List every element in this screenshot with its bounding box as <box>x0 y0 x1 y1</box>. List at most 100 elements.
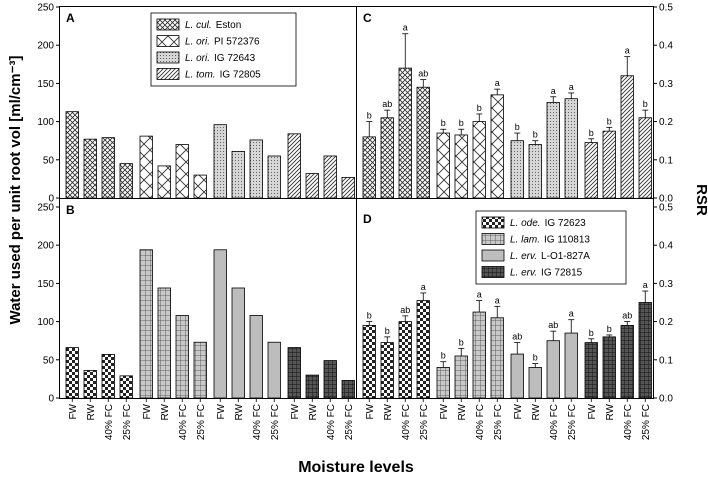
significance-letter: ab <box>382 99 392 109</box>
legend-label: IG 72805 <box>220 70 262 81</box>
legend-label: IG 72815 <box>541 268 583 279</box>
legend-label: PI 572376 <box>214 37 260 48</box>
y-tick-label: 250 <box>37 3 54 14</box>
significance-letter: ab <box>548 320 558 330</box>
x-tick-label: RW <box>234 403 245 420</box>
x-tick-label: 40% FC <box>178 404 189 440</box>
y-tick-label: 0.5 <box>659 3 673 14</box>
bar <box>510 353 524 399</box>
x-tick-label: 25% FC <box>122 404 133 440</box>
x-tick-label: 40% FC <box>104 404 115 440</box>
bar <box>564 98 578 199</box>
bar <box>83 370 97 399</box>
bar <box>287 133 301 199</box>
bar <box>119 375 133 399</box>
x-tick-label: RW <box>605 403 616 420</box>
x-tick-label: RW <box>160 403 171 420</box>
x-tick-label: FW <box>439 403 450 419</box>
significance-letter: b <box>477 103 482 113</box>
panel-letter-b: B <box>66 203 75 217</box>
bar <box>305 374 319 399</box>
bar <box>213 124 227 199</box>
significance-letter: ab <box>418 69 428 79</box>
bar <box>638 302 652 399</box>
significance-letter: b <box>385 326 390 336</box>
bar <box>139 249 153 399</box>
bar <box>323 360 337 399</box>
y2-axis-title: RSR <box>693 184 708 216</box>
y-tick-label: 100 <box>37 117 54 128</box>
significance-letter: ab <box>512 332 522 342</box>
bar <box>602 336 616 399</box>
x-axis-title: Moisture levels <box>298 459 414 476</box>
legend-genus: L. ori. <box>185 37 210 48</box>
bar <box>249 139 263 199</box>
bar <box>157 287 171 399</box>
y-tick-label: 0.2 <box>659 317 673 328</box>
bar <box>231 287 245 399</box>
bar <box>362 136 376 199</box>
y-tick-label: 100 <box>37 317 54 328</box>
y-tick-label: 150 <box>37 79 54 90</box>
y-tick-label: 50 <box>43 355 55 366</box>
bar <box>193 174 207 199</box>
legend-genus: L. erv. <box>510 268 537 279</box>
y-tick-label: 0.3 <box>659 279 673 290</box>
panel-a: 0 50 100 150 200 250 L. cul. Eston L. ori. PI 572… <box>37 3 355 205</box>
legend-label: IG 72623 <box>545 218 587 229</box>
bar <box>528 144 542 199</box>
x-tick-label: FW <box>142 403 153 419</box>
legend-swatch <box>481 233 505 245</box>
significance-letter: a <box>551 86 556 96</box>
x-tick-label: 25% FC <box>493 404 504 440</box>
legend-swatch <box>156 18 180 31</box>
bar <box>175 144 189 199</box>
bar <box>436 132 450 199</box>
x-tick-label: 25% FC <box>196 404 207 440</box>
significance-letter: b <box>589 128 594 138</box>
bar <box>564 332 578 399</box>
x-tick-label: 40% FC <box>401 404 412 440</box>
panel-letter-c: C <box>363 11 372 25</box>
panel-letter-a: A <box>66 11 75 25</box>
bar <box>602 130 616 199</box>
legend-genus: L. erv. <box>510 251 537 262</box>
x-tick-label: 40% FC <box>326 404 337 440</box>
bar <box>620 75 634 199</box>
y-tick-label: 250 <box>37 203 54 214</box>
bar <box>398 321 412 399</box>
y-tick-label: 0.4 <box>659 41 673 52</box>
panel-b: 0 50 100 150 200 250 FW RW 40% FC 25% FC FW RW 40% F… <box>37 203 355 440</box>
y-tick-label: 0.2 <box>659 117 673 128</box>
y-tick-label: 0.0 <box>659 194 673 205</box>
x-tick-label: FW <box>365 403 376 419</box>
x-tick-label: FW <box>68 403 79 419</box>
legend-label: L-O1-827A <box>541 251 590 262</box>
x-tick-label: 40% FC <box>475 404 486 440</box>
bar <box>620 325 634 399</box>
x-tick-label: RW <box>308 403 319 420</box>
x-tick-label: FW <box>216 403 227 419</box>
bar <box>249 315 263 399</box>
bar <box>157 165 171 199</box>
legend-swatch <box>156 35 180 47</box>
legend-genus: L. ode. <box>510 218 541 229</box>
significance-letter: b <box>459 337 464 347</box>
x-tick-label: FW <box>513 403 524 419</box>
bar <box>287 347 301 399</box>
bar <box>510 140 524 199</box>
significance-letter: a <box>625 46 630 56</box>
y-tick-label: 200 <box>37 241 54 252</box>
x-tick-label: FW <box>290 403 301 419</box>
bar <box>490 317 504 399</box>
significance-letter: ab <box>622 311 632 321</box>
significance-letter: b <box>533 130 538 140</box>
bar <box>323 155 337 199</box>
y-tick-label: 0.1 <box>659 155 673 166</box>
y-tick-label: 0 <box>48 394 54 405</box>
bar <box>546 102 560 199</box>
x-tick-label: 40% FC <box>623 404 634 440</box>
